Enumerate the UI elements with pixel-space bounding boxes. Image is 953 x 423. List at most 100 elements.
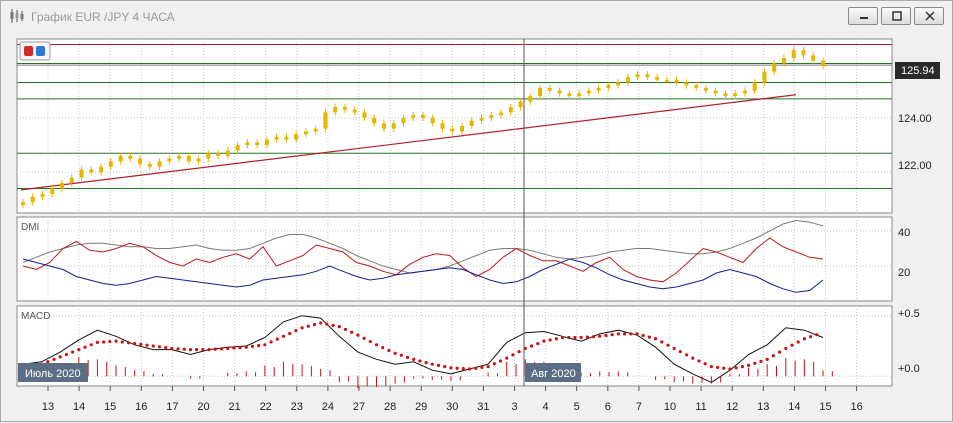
macd-signal-dot	[126, 341, 131, 345]
macd-signal-dot	[275, 337, 279, 341]
candle-body	[313, 128, 318, 132]
x-tick-label: 12	[726, 401, 738, 413]
current-price-tag	[895, 62, 940, 79]
x-tick-label: 30	[446, 401, 458, 413]
macd-signal-dot	[641, 333, 645, 338]
macd-signal-dot	[585, 335, 589, 339]
macd-signal-dot	[486, 365, 490, 369]
macd-signal-dot	[554, 337, 558, 341]
dmi-series-minus_di	[22, 237, 824, 283]
month-label-aug-text: Авг 2020	[531, 368, 576, 380]
candle-body	[655, 77, 660, 80]
macd-signal-dot	[108, 339, 112, 344]
candle-body	[157, 161, 162, 167]
candle-body	[69, 177, 74, 184]
candle-body	[177, 155, 182, 159]
macd-signal-dot	[418, 359, 422, 363]
candle-body	[108, 161, 113, 167]
candle-body	[752, 82, 757, 91]
dmi-panel	[16, 216, 893, 302]
macd-signal-dot	[610, 333, 614, 337]
month-label-jul	[18, 363, 88, 382]
candle-body	[694, 85, 699, 88]
x-tick-label: 16	[850, 401, 862, 413]
macd-signal-dot	[325, 322, 329, 326]
candle-body	[430, 117, 435, 124]
macd-signal-dot	[753, 361, 757, 365]
minimize-button[interactable]	[848, 7, 878, 25]
title-bar[interactable]: График EUR /JPY 4 ЧАСА	[1, 1, 952, 31]
restore-button[interactable]	[881, 7, 911, 25]
macd-signal-dot	[312, 322, 317, 327]
macd-tick-05: +0.5	[898, 308, 920, 320]
macd-signal-dot	[697, 359, 701, 363]
macd-signal-dot	[436, 363, 441, 367]
macd-signal-dot	[616, 332, 620, 336]
candle-body	[616, 82, 621, 86]
x-tick-label: 20	[197, 401, 209, 413]
x-tick-label: 17	[166, 401, 178, 413]
macd-signal-dot	[703, 362, 707, 366]
panel-toggle[interactable]	[19, 41, 51, 61]
candle-body	[421, 115, 425, 118]
macd-signal-dot	[52, 357, 56, 361]
macd-signal-dot	[300, 326, 304, 330]
candle-body	[684, 82, 689, 86]
macd-signal-dot	[381, 346, 385, 350]
macd-signal-dot	[728, 367, 732, 371]
macd-signal-dot	[387, 348, 391, 353]
x-tick-label: 5	[574, 401, 580, 413]
macd-label: MACD	[21, 311, 50, 322]
macd-signal-dot	[319, 321, 323, 325]
macd-signal-dot	[529, 344, 534, 348]
grid-lines	[17, 39, 892, 386]
candle-body	[40, 193, 45, 197]
x-tick-label: 11	[695, 401, 706, 413]
x-tick-label: 29	[415, 401, 427, 413]
month-label-aug	[525, 363, 581, 382]
macd-signal-dot	[691, 356, 695, 360]
red-square-icon[interactable]	[24, 46, 33, 56]
macd-signal-dot	[666, 343, 670, 347]
candle-body	[723, 93, 728, 97]
candle-body	[625, 77, 630, 83]
candle-body	[30, 196, 35, 203]
macd-signal-dot	[176, 347, 180, 351]
x-tick-label: 13	[42, 401, 54, 413]
blue-square-icon[interactable]	[36, 46, 45, 56]
candle-body	[255, 142, 260, 146]
candle-body	[362, 112, 367, 118]
candle-body	[303, 131, 308, 135]
candle-body	[401, 117, 406, 124]
candle-body	[225, 150, 230, 156]
macd-signal-dot	[257, 343, 261, 348]
candle-body	[801, 49, 806, 56]
macd-signal-dot	[157, 345, 162, 349]
x-tick-label: 23	[291, 401, 303, 413]
macd-signal-dot	[777, 350, 782, 354]
macd-signal-dot	[133, 341, 137, 346]
macd-signal-dot	[808, 335, 813, 339]
macd-signal-dot	[120, 340, 124, 344]
candle-body	[645, 74, 650, 78]
macd-signal-dot	[170, 346, 174, 351]
macd-signal-dot	[95, 340, 100, 344]
x-tick-label: 14	[788, 401, 800, 413]
candle-body	[586, 90, 591, 94]
macd-signal-dot	[145, 343, 149, 347]
macd-signal-dot	[548, 338, 552, 342]
candle-body	[489, 115, 494, 118]
macd-signal-dot	[201, 348, 205, 352]
candle-body	[713, 90, 718, 94]
minimize-icon	[860, 17, 868, 19]
candle-body	[79, 169, 84, 178]
macd-signal-dot	[573, 335, 577, 340]
macd-tick-00: +0.0	[898, 363, 920, 375]
close-button[interactable]	[914, 7, 944, 25]
candle-body	[323, 112, 328, 129]
price-panel	[16, 38, 893, 214]
x-tick-label: 4	[543, 401, 549, 413]
candle-body	[264, 139, 269, 146]
candle-body	[206, 153, 211, 159]
